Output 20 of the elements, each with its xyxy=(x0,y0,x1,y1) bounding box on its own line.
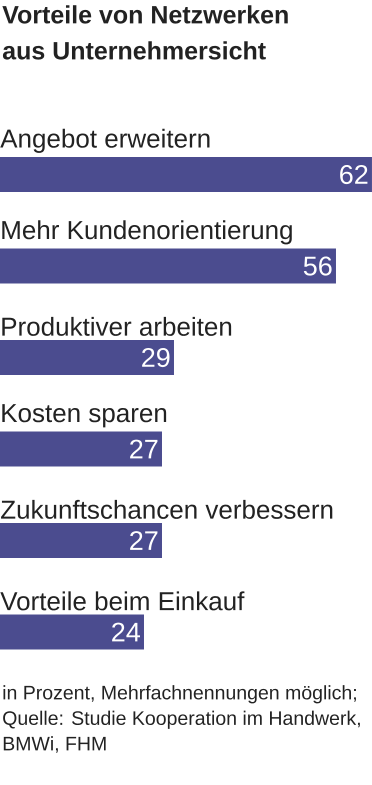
y-tick-label: Mehr Kundenorientierung xyxy=(2,220,292,244)
bar xyxy=(0,614,144,650)
y-tick-label: Zukunftschancen verbessern xyxy=(1,500,332,519)
chart-title: Vorteile von Netzwerken aus Unternehmersicht xyxy=(2,5,288,60)
data-label: 62 xyxy=(340,164,368,184)
data-label: 27 xyxy=(130,440,158,458)
data-label: 27 xyxy=(130,531,158,550)
data-label: 24 xyxy=(112,622,140,642)
bar xyxy=(0,157,372,192)
data-label: 29 xyxy=(142,348,170,368)
data-label: 56 xyxy=(304,256,332,276)
bar xyxy=(0,523,162,558)
y-tick-label: Angebot erweitern xyxy=(0,128,210,153)
bar xyxy=(0,340,174,376)
text: in Prozent, Mehrfachnennungen möglich; Quelle: Studie Kooperation im Handwerk, BMWi, FHM xyxy=(3,685,360,753)
y-tick-label: Kosten sparen xyxy=(2,404,166,428)
bar xyxy=(0,248,336,284)
y-tick-label: Vorteile beim Einkauf xyxy=(0,591,244,610)
bar xyxy=(0,432,162,467)
y-tick-label: Produktiver arbeiten xyxy=(2,316,232,336)
